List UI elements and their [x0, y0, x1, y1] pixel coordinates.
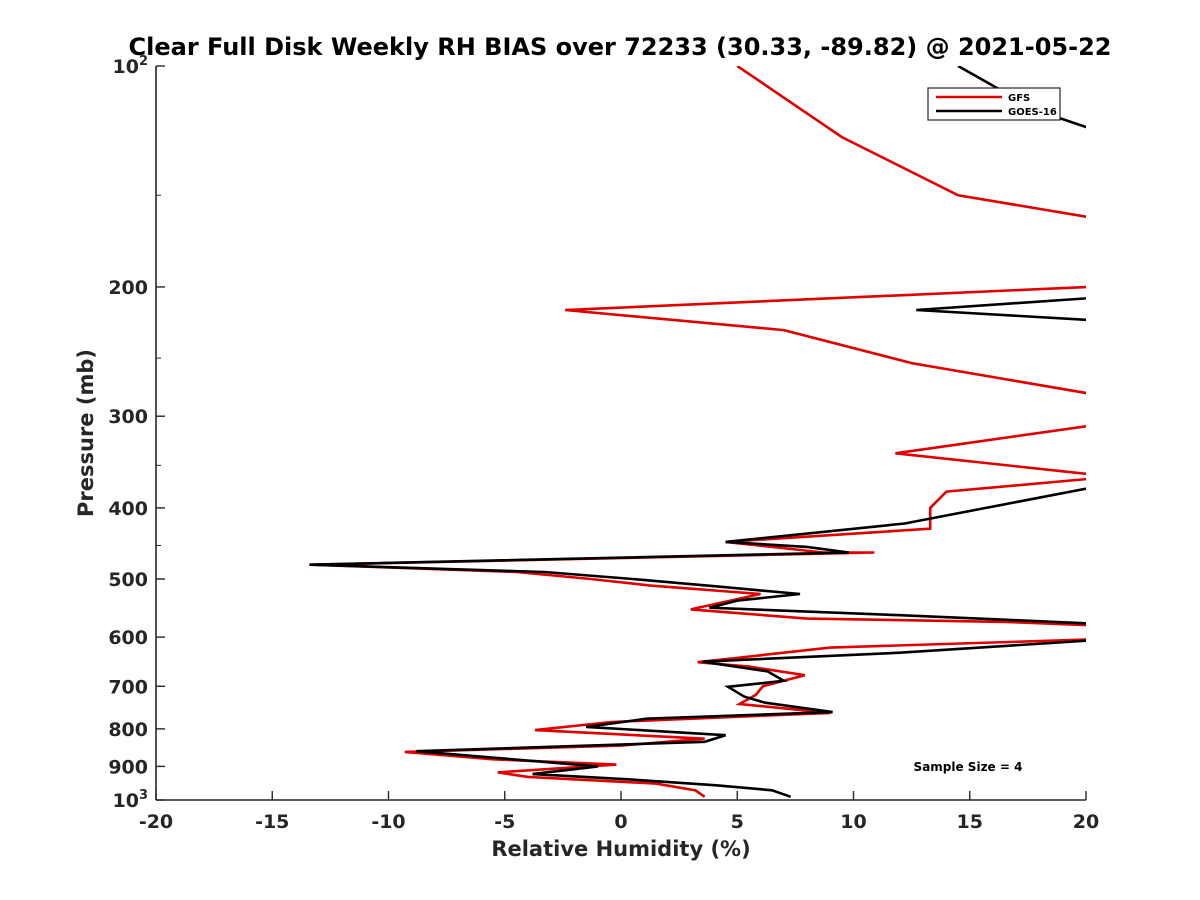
- y-axis-label: Pressure (mb): [74, 349, 98, 517]
- legend-box: [927, 87, 1061, 121]
- x-tick-label: -10: [371, 811, 405, 833]
- y-tick-label: 500: [108, 569, 148, 591]
- legend: GFS GOES-16: [927, 87, 1061, 121]
- x-tick-label: 15: [957, 811, 983, 833]
- y-tick-label: 300: [108, 406, 148, 428]
- x-tick-label: 20: [1073, 811, 1099, 833]
- y-tick-label: 103: [113, 788, 149, 812]
- x-axis-label: Relative Humidity (%): [491, 837, 750, 861]
- x-tick-label: -20: [139, 811, 173, 833]
- y-tick-label: 700: [108, 676, 148, 698]
- sample-size-annotation: Sample Size = 4: [914, 760, 1023, 774]
- series-line-gfs: [311, 66, 1086, 798]
- series-line-goes-16: [309, 66, 1086, 799]
- y-tick-label: 600: [108, 627, 148, 649]
- y-tick-label: 200: [108, 277, 148, 299]
- legend-label-gfs: GFS: [1008, 93, 1030, 104]
- x-tick-label: 10: [840, 811, 866, 833]
- x-tick-label: 5: [731, 811, 744, 833]
- x-tick-label: 0: [614, 811, 627, 833]
- axes: -20 -15 -10 -5 0 5 10 15 20 102 200 300 400 500 600 700…: [108, 54, 1099, 833]
- y-tick-label: 400: [108, 498, 148, 520]
- legend-label-goes-16: GOES-16: [1008, 107, 1057, 118]
- y-tick-label: 800: [108, 719, 148, 741]
- y-tick-label: 102: [113, 54, 149, 78]
- x-tick-label: -5: [494, 811, 515, 833]
- plot-area: [309, 66, 1086, 799]
- y-tick-label: 900: [108, 756, 148, 778]
- x-tick-label: -15: [255, 811, 289, 833]
- chart-title: Clear Full Disk Weekly RH BIAS over 7223…: [129, 33, 1112, 61]
